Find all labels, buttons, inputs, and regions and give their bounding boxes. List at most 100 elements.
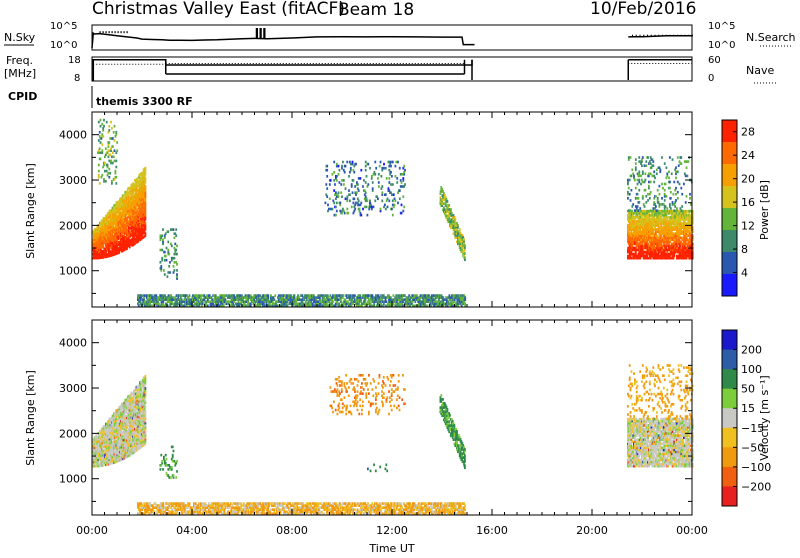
scatter-mark [348, 189, 350, 192]
scatter-mark [360, 202, 362, 205]
scatter-mark [689, 193, 691, 196]
scatter-mark [336, 179, 338, 182]
nsky-spike [636, 35, 637, 37]
scatter-mark [661, 156, 663, 159]
scatter-mark [327, 204, 329, 207]
scatter-mark [111, 180, 113, 183]
scatter-mark [367, 200, 369, 203]
scatter-mark [109, 137, 111, 140]
scatter-mark [115, 176, 117, 179]
scatter-mark [164, 259, 166, 262]
scatter-mark [360, 214, 362, 217]
scatter-mark [670, 197, 672, 200]
scatter-mark [274, 298, 276, 301]
scatter-mark [379, 165, 381, 168]
scatter-mark [115, 182, 117, 185]
scatter-mark [650, 191, 652, 194]
scatter-mark [673, 193, 675, 196]
scatter-mark [675, 193, 677, 196]
nsky-spike [688, 35, 689, 37]
scatter-mark [345, 187, 347, 190]
scatter-mark [299, 298, 301, 301]
scatter-mark [426, 294, 428, 297]
scatter-mark [677, 191, 679, 194]
scatter-mark [166, 259, 168, 262]
nsky-line [92, 33, 692, 48]
scatter-mark [397, 161, 399, 164]
scatter-mark [670, 191, 672, 194]
scatter-mark [647, 199, 649, 202]
scatter-mark [645, 179, 647, 182]
scatter-mark [161, 249, 163, 252]
scatter-mark [326, 165, 328, 168]
scatter-mark [386, 177, 388, 180]
scatter-mark [664, 193, 666, 196]
scatter-mark [164, 251, 166, 254]
scatter-mark [162, 228, 164, 231]
scatter-mark [108, 160, 110, 163]
scatter-mark [181, 294, 183, 297]
scatter-mark [353, 171, 355, 174]
scatter-mark [340, 183, 342, 186]
scatter-mark [400, 185, 402, 188]
scatter-mark [390, 165, 392, 168]
scatter-mark [666, 249, 668, 252]
scatter-mark [114, 125, 116, 128]
nsky-spike [662, 35, 663, 37]
scatter-mark [399, 167, 401, 170]
scatter-mark [685, 201, 687, 204]
scatter-mark [355, 163, 357, 166]
scatter-mark [375, 167, 377, 170]
scatter-mark [386, 300, 388, 303]
scatter-mark [103, 125, 105, 128]
scatter-mark [648, 210, 650, 213]
scatter-mark [101, 174, 103, 177]
scatter-mark [650, 173, 652, 176]
scatter-mark [340, 294, 342, 297]
scatter-mark [108, 129, 110, 132]
scatter-mark [657, 197, 659, 200]
scatter-mark [385, 167, 387, 170]
scatter-mark [350, 167, 352, 170]
nsky-spike [670, 35, 671, 37]
scatter-mark [100, 141, 102, 144]
scatter-mark [402, 173, 404, 176]
scatter-mark [110, 121, 112, 124]
noise-panel: N.Sky N.Search 10^5 10^0 10^5 10^0 [4, 21, 796, 51]
scatter-mark [642, 171, 644, 174]
frequency-panel: Freq. [MHz] Nave 18 8 60 0 [4, 54, 776, 84]
scatter-mark [680, 156, 682, 159]
scatter-mark [99, 131, 101, 134]
scatter-mark [108, 172, 110, 175]
scatter-mark [666, 173, 668, 176]
scatter-mark [664, 162, 666, 165]
scatter-mark [638, 156, 640, 159]
scatter-mark [628, 156, 630, 159]
scatter-mark [679, 183, 681, 186]
scatter-mark [105, 180, 107, 183]
scatter-mark [123, 194, 125, 197]
scatter-mark [635, 158, 637, 161]
scatter-mark [393, 193, 395, 196]
scatter-mark [683, 183, 685, 186]
scatter-mark [109, 154, 111, 157]
scatter-mark [642, 156, 644, 159]
scatter-mark [367, 214, 369, 217]
scatter-mark [160, 265, 162, 268]
scatter-mark [631, 169, 633, 172]
scatter-mark [654, 177, 656, 180]
scatter-mark [100, 151, 102, 154]
scatter-mark [657, 237, 659, 240]
scatter-mark [176, 269, 178, 272]
scatter-mark [365, 181, 367, 184]
scatter-mark [354, 294, 356, 297]
scatter-mark [369, 200, 371, 203]
scatter-mark [391, 175, 393, 178]
scatter-mark [629, 179, 631, 182]
scatter-mark [443, 202, 445, 205]
scatter-mark [115, 166, 117, 169]
scatter-mark [647, 156, 649, 159]
scatter-mark [678, 164, 680, 167]
